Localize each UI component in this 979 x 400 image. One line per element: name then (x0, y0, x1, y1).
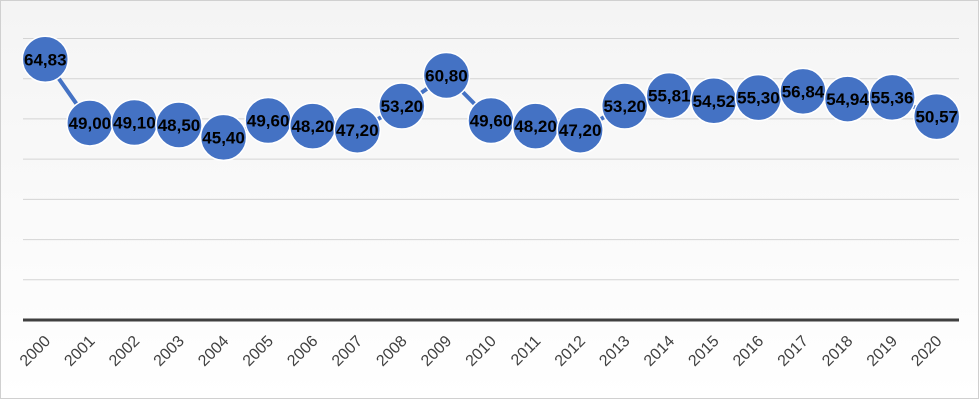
x-tick-label-2008: 2008 (373, 333, 410, 370)
data-label-2017: 56,84 (782, 82, 825, 101)
data-label-2000: 64,83 (24, 50, 67, 69)
x-tick-label-2001: 2001 (61, 333, 98, 370)
data-label-2007: 47,20 (336, 121, 379, 140)
data-label-2001: 49,00 (69, 114, 112, 133)
data-point-2012 (556, 106, 604, 154)
x-tick-label-2014: 2014 (641, 333, 678, 370)
data-point-2019 (868, 73, 916, 122)
data-label-2002: 49,10 (113, 114, 156, 133)
data-label-2012: 47,20 (559, 121, 602, 140)
data-label-2019: 55,36 (871, 88, 914, 107)
data-label-2004: 45,40 (202, 128, 245, 147)
data-markers (21, 35, 961, 162)
data-point-2009 (422, 51, 471, 100)
x-tick-label-2007: 2007 (329, 333, 366, 370)
x-tick-label-2019: 2019 (864, 333, 901, 370)
x-tick-label-2003: 2003 (151, 333, 188, 370)
x-tick-label-2010: 2010 (463, 333, 500, 370)
data-point-2013 (600, 82, 649, 130)
data-label-2005: 49,60 (247, 112, 290, 131)
data-point-2003 (155, 101, 203, 149)
x-tick-label-2004: 2004 (195, 333, 232, 370)
x-tick-label-2006: 2006 (284, 333, 321, 370)
data-label-2008: 53,20 (381, 97, 424, 116)
data-label-2010: 49,60 (470, 112, 513, 131)
data-label-2020: 50,57 (915, 108, 958, 127)
x-tick-label-2013: 2013 (596, 333, 633, 370)
x-tick-label-2015: 2015 (685, 333, 722, 370)
x-tick-labels: 2000 2001 2002 2003 2004 2005 2006 2007 2008 2009… (17, 333, 946, 370)
data-point-2000 (21, 35, 70, 84)
data-label-2009: 60,80 (425, 66, 468, 85)
data-label-2011: 48,20 (514, 117, 557, 136)
data-label-2006: 48,20 (291, 117, 334, 136)
data-label-2018: 54,94 (826, 90, 869, 109)
data-point-2008 (378, 82, 426, 130)
x-tick-label-2002: 2002 (106, 333, 143, 370)
data-point-2007 (333, 106, 382, 154)
data-label-2015: 54,52 (693, 92, 736, 111)
x-tick-label-2012: 2012 (552, 333, 589, 370)
x-tick-label-2017: 2017 (775, 333, 812, 370)
data-label-2003: 48,50 (158, 116, 201, 135)
x-tick-label-2009: 2009 (418, 333, 455, 370)
x-tick-label-2016: 2016 (730, 333, 767, 370)
x-tick-label-2020: 2020 (908, 333, 945, 370)
data-label-2014: 55,81 (648, 87, 691, 106)
data-label-2013: 53,20 (603, 97, 646, 116)
data-label-2016: 55,30 (737, 89, 780, 108)
x-tick-label-2000: 2000 (17, 333, 54, 370)
x-tick-label-2018: 2018 (819, 333, 856, 370)
x-tick-label-2005: 2005 (240, 333, 277, 370)
x-tick-label-2011: 2011 (508, 333, 544, 369)
data-point-2020 (912, 92, 961, 141)
data-point-2004 (199, 113, 248, 162)
